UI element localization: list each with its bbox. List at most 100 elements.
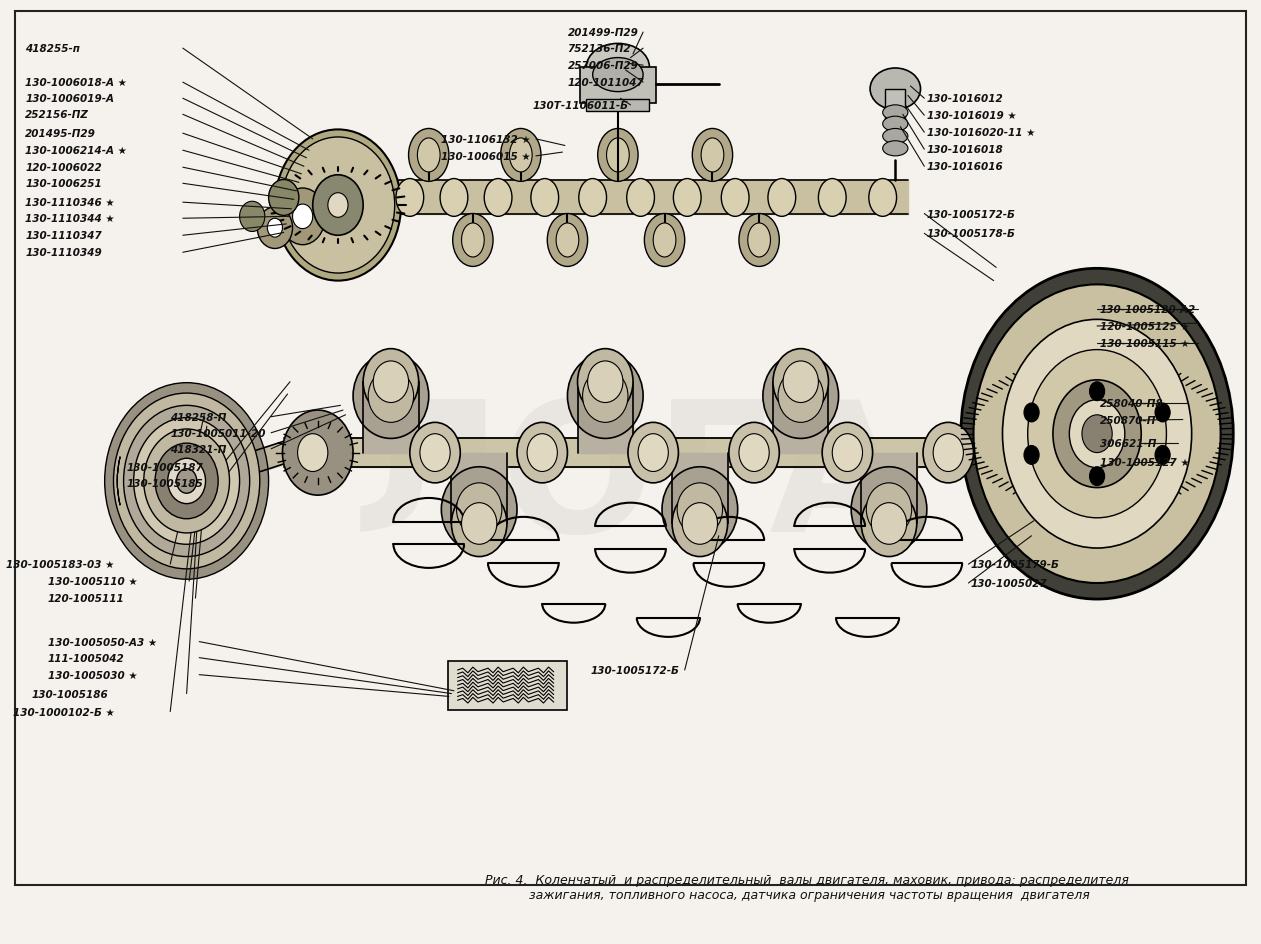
Ellipse shape	[281, 138, 395, 274]
Ellipse shape	[701, 139, 724, 173]
Text: 111-1005042: 111-1005042	[48, 653, 125, 663]
Ellipse shape	[168, 459, 206, 504]
Text: зажигания, топливного насоса, датчика ограничения частоты вращения  двигателя: зажигания, топливного насоса, датчика ог…	[485, 888, 1091, 902]
Text: 130-1005011-20: 130-1005011-20	[170, 429, 266, 438]
Ellipse shape	[288, 423, 338, 483]
Ellipse shape	[721, 179, 749, 217]
Ellipse shape	[1024, 404, 1039, 423]
Text: 130-1016020-11 ★: 130-1016020-11 ★	[927, 128, 1035, 138]
Text: 130-1016018: 130-1016018	[927, 145, 1004, 155]
Ellipse shape	[653, 224, 676, 258]
Text: ЛОГА: ЛОГА	[352, 394, 909, 569]
Ellipse shape	[871, 503, 907, 545]
Ellipse shape	[607, 139, 629, 173]
Text: 130-1005027: 130-1005027	[971, 579, 1048, 588]
Ellipse shape	[368, 370, 414, 423]
Ellipse shape	[527, 434, 557, 472]
Text: 120-1006022: 120-1006022	[25, 163, 102, 173]
Ellipse shape	[579, 179, 607, 217]
Ellipse shape	[410, 423, 460, 483]
Ellipse shape	[363, 349, 419, 415]
Text: 130-1005127 ★: 130-1005127 ★	[1100, 458, 1189, 467]
Ellipse shape	[1069, 400, 1125, 468]
Ellipse shape	[547, 214, 588, 267]
Ellipse shape	[1053, 380, 1141, 488]
Ellipse shape	[453, 214, 493, 267]
Ellipse shape	[275, 130, 401, 281]
Text: 130-1005178-Б: 130-1005178-Б	[927, 229, 1015, 239]
Text: 306621-П: 306621-П	[1100, 439, 1156, 448]
Text: 130-1005183-03 ★: 130-1005183-03 ★	[6, 560, 115, 569]
Ellipse shape	[501, 129, 541, 182]
Text: 130-1110349: 130-1110349	[25, 248, 102, 258]
Ellipse shape	[567, 354, 643, 439]
Text: 130-1006214-А ★: 130-1006214-А ★	[25, 146, 127, 156]
Ellipse shape	[739, 214, 779, 267]
Text: 418255-п: 418255-п	[25, 44, 81, 54]
Ellipse shape	[628, 423, 678, 483]
Text: 130Т-1106011-Б: 130Т-1106011-Б	[532, 101, 628, 110]
Ellipse shape	[883, 106, 908, 121]
Text: 130-1005050-А3 ★: 130-1005050-А3 ★	[48, 637, 158, 647]
Ellipse shape	[1155, 404, 1170, 423]
Text: 418321-П: 418321-П	[170, 445, 227, 454]
Ellipse shape	[298, 434, 328, 472]
Ellipse shape	[509, 139, 532, 173]
Ellipse shape	[933, 434, 963, 472]
Ellipse shape	[783, 362, 818, 403]
Ellipse shape	[586, 44, 649, 92]
Ellipse shape	[748, 224, 770, 258]
Text: 120-1005111: 120-1005111	[48, 594, 125, 603]
Ellipse shape	[267, 219, 282, 238]
Ellipse shape	[773, 349, 828, 415]
Ellipse shape	[822, 423, 873, 483]
Ellipse shape	[883, 142, 908, 157]
Ellipse shape	[484, 179, 512, 217]
Ellipse shape	[583, 370, 628, 423]
Ellipse shape	[677, 483, 723, 536]
Text: 130-1106132 ★: 130-1106132 ★	[441, 135, 531, 144]
Ellipse shape	[973, 285, 1221, 583]
Text: 130-1005179-Б: 130-1005179-Б	[971, 560, 1059, 569]
Ellipse shape	[1155, 446, 1170, 464]
Ellipse shape	[598, 129, 638, 182]
Text: 130-1005120-А2: 130-1005120-А2	[1100, 305, 1195, 314]
Ellipse shape	[627, 179, 654, 217]
Ellipse shape	[883, 129, 908, 144]
Ellipse shape	[282, 411, 353, 496]
Text: 130-1016012: 130-1016012	[927, 94, 1004, 104]
Ellipse shape	[923, 423, 973, 483]
Ellipse shape	[409, 129, 449, 182]
Ellipse shape	[328, 194, 348, 218]
Text: 130-1006251: 130-1006251	[25, 179, 102, 189]
Ellipse shape	[240, 202, 265, 232]
Ellipse shape	[672, 491, 728, 557]
Ellipse shape	[1082, 415, 1112, 453]
Ellipse shape	[763, 354, 839, 439]
Text: 258040-П8: 258040-П8	[1100, 399, 1163, 409]
Text: 752136-П2: 752136-П2	[567, 44, 630, 54]
Ellipse shape	[818, 179, 846, 217]
Ellipse shape	[257, 208, 293, 249]
Ellipse shape	[1090, 467, 1105, 486]
Ellipse shape	[739, 434, 769, 472]
Ellipse shape	[373, 362, 409, 403]
Ellipse shape	[462, 503, 497, 545]
Ellipse shape	[396, 179, 424, 217]
Text: 130-1110344 ★: 130-1110344 ★	[25, 214, 115, 224]
Text: 130-1005172-Б: 130-1005172-Б	[927, 210, 1015, 219]
Text: 130-1006018-А ★: 130-1006018-А ★	[25, 78, 127, 88]
Ellipse shape	[638, 434, 668, 472]
Ellipse shape	[883, 117, 908, 132]
Ellipse shape	[851, 467, 927, 552]
Text: 201495-П29: 201495-П29	[25, 129, 96, 139]
Ellipse shape	[593, 59, 643, 93]
Ellipse shape	[105, 383, 269, 580]
Text: 130-1005110 ★: 130-1005110 ★	[48, 577, 137, 586]
Text: 130-1006019-А: 130-1006019-А	[25, 94, 115, 104]
Text: 252156-ПZ: 252156-ПZ	[25, 110, 90, 120]
Ellipse shape	[134, 418, 240, 545]
Text: 130-1110347: 130-1110347	[25, 231, 102, 241]
Ellipse shape	[113, 394, 260, 569]
Text: 120-1005125 ★: 120-1005125 ★	[1100, 322, 1189, 331]
